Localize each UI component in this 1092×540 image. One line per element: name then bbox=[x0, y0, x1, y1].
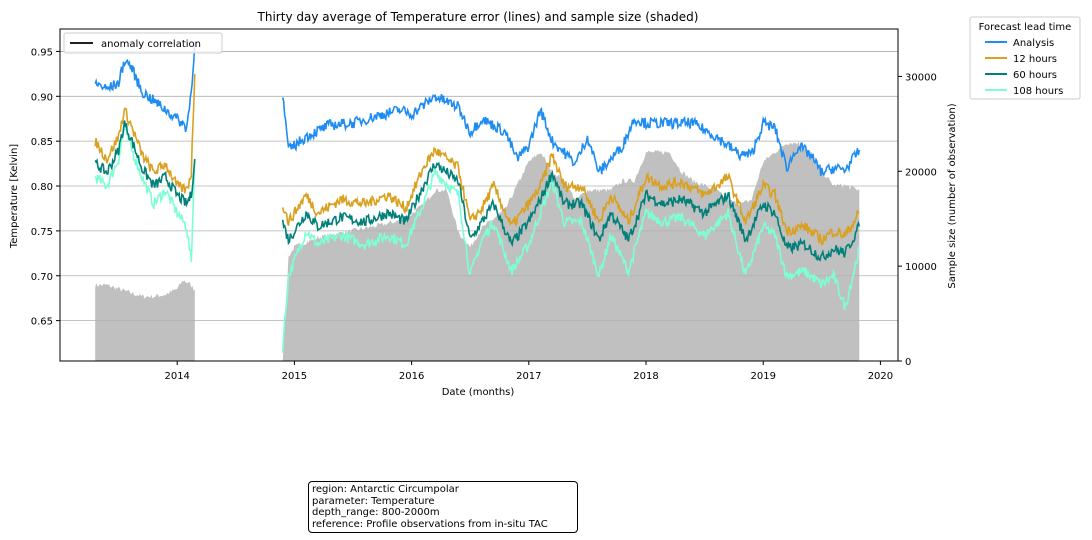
series-line-12-hours bbox=[94, 73, 196, 194]
y2-tick-label: 20000 bbox=[905, 167, 937, 178]
series-line-analysis bbox=[281, 93, 861, 177]
series-line-108-hours bbox=[94, 126, 196, 262]
y-tick-label: 0.80 bbox=[31, 182, 53, 193]
info-line: region: Antarctic Circumpolar bbox=[312, 484, 459, 495]
series-line-60-hours bbox=[94, 120, 196, 208]
y-tick-label: 0.90 bbox=[31, 92, 53, 103]
plot-frame bbox=[59, 28, 899, 362]
y-tick-label: 0.75 bbox=[31, 227, 53, 238]
info-line: reference: Profile observations from in-… bbox=[312, 518, 548, 530]
x-tick-label: 2019 bbox=[750, 371, 775, 382]
y2-tick-label: 0 bbox=[905, 357, 911, 368]
legend-entry-label: 108 hours bbox=[1013, 86, 1063, 97]
x-tick-label: 2014 bbox=[164, 371, 189, 382]
legend-entry-label: 60 hours bbox=[1013, 70, 1057, 81]
y2-tick-label: 10000 bbox=[905, 262, 937, 273]
plot-border bbox=[59, 28, 899, 362]
anomaly-legend-label: anomaly correlation bbox=[101, 39, 201, 50]
anomaly-legend: anomaly correlation bbox=[63, 32, 223, 54]
info-line: depth_range: 800-2000m bbox=[312, 507, 440, 518]
info-line: parameter: Temperature bbox=[312, 495, 435, 507]
grid-lines bbox=[60, 51, 898, 322]
x-axis-label: Date (months) bbox=[442, 387, 515, 398]
x-tick-label: 2017 bbox=[516, 371, 541, 382]
sample-size-area bbox=[282, 141, 860, 361]
legend-entry-label: Analysis bbox=[1013, 38, 1054, 49]
series-line-analysis bbox=[94, 42, 196, 133]
x-tick-label: 2016 bbox=[399, 371, 424, 382]
lead-time-legend: Forecast lead time Analysis 12 hours 60 ho… bbox=[969, 16, 1081, 100]
y-tick-label: 0.65 bbox=[31, 317, 53, 328]
x-tick-label: 2015 bbox=[282, 371, 307, 382]
y-tick-label: 0.95 bbox=[31, 47, 53, 58]
series-line-108-hours bbox=[281, 168, 860, 353]
info-box: region: Antarctic Circumpolar parameter:… bbox=[308, 481, 578, 533]
legend-entry-label: 12 hours bbox=[1013, 54, 1057, 65]
series-line-12-hours bbox=[281, 146, 860, 246]
x-tick-label: 2018 bbox=[633, 371, 658, 382]
legend-title: Forecast lead time bbox=[979, 22, 1072, 33]
chart-title: Thirty day average of Temperature error … bbox=[257, 10, 699, 24]
y-tick-label: 0.85 bbox=[31, 137, 53, 148]
y2-axis-label: Sample size (number of observation) bbox=[947, 103, 958, 288]
y-axis-label: Temperature [Kelvin] bbox=[9, 144, 20, 249]
axes: 2014 2015 2016 2017 2018 2019 2020 0.65 0.70 0.75… bbox=[31, 47, 937, 382]
y2-tick-label: 30000 bbox=[905, 72, 937, 83]
series-lines bbox=[94, 42, 861, 353]
series-line-60-hours bbox=[281, 161, 861, 262]
x-tick-label: 2020 bbox=[868, 371, 893, 382]
y-tick-label: 0.70 bbox=[31, 272, 53, 283]
